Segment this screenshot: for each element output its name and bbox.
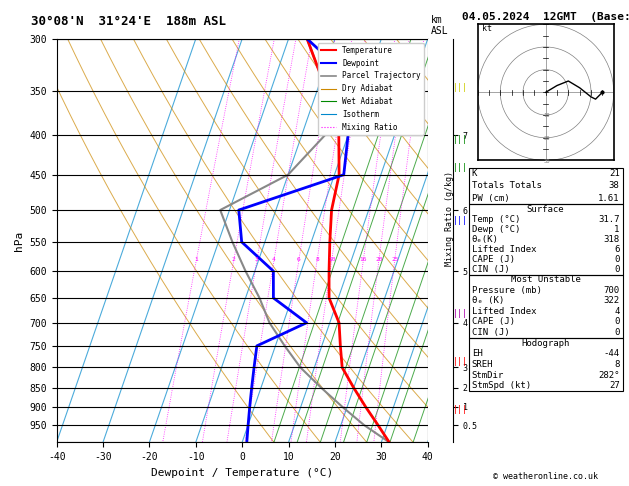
Text: SREH: SREH — [472, 360, 493, 369]
Text: 3: 3 — [255, 257, 259, 262]
Text: Most Unstable: Most Unstable — [511, 276, 581, 284]
Text: Hodograph: Hodograph — [521, 339, 570, 347]
Text: 0: 0 — [614, 317, 620, 327]
Text: 282°: 282° — [598, 371, 620, 380]
Text: © weatheronline.co.uk: © weatheronline.co.uk — [493, 472, 598, 481]
Text: 04.05.2024  12GMT  (Base: 00): 04.05.2024 12GMT (Base: 00) — [462, 12, 629, 22]
Text: 38: 38 — [609, 181, 620, 191]
Text: 2: 2 — [232, 257, 236, 262]
Text: 20: 20 — [376, 257, 382, 262]
Text: 8: 8 — [315, 257, 319, 262]
Text: 6: 6 — [614, 245, 620, 254]
Text: Lifted Index: Lifted Index — [472, 307, 537, 316]
Text: 6: 6 — [297, 257, 301, 262]
Text: Dewp (°C): Dewp (°C) — [472, 225, 520, 234]
Text: 1: 1 — [614, 225, 620, 234]
Text: K: K — [472, 169, 477, 178]
Text: Surface: Surface — [527, 205, 564, 214]
Text: -44: -44 — [603, 349, 620, 358]
Text: 4: 4 — [614, 307, 620, 316]
Text: 25: 25 — [391, 257, 399, 262]
Text: 10: 10 — [543, 113, 550, 118]
Text: Pressure (mb): Pressure (mb) — [472, 286, 542, 295]
Text: |||: ||| — [453, 357, 468, 366]
Text: 318: 318 — [603, 235, 620, 244]
Text: 8: 8 — [614, 360, 620, 369]
Text: Temp (°C): Temp (°C) — [472, 215, 520, 224]
Text: 1: 1 — [194, 257, 198, 262]
Text: θₑ (K): θₑ (K) — [472, 296, 504, 305]
Text: km
ASL: km ASL — [431, 15, 448, 36]
Text: 30°08'N  31°24'E  188m ASL: 30°08'N 31°24'E 188m ASL — [31, 15, 226, 28]
Text: CIN (J): CIN (J) — [472, 328, 509, 337]
Text: kt: kt — [482, 24, 492, 33]
Legend: Temperature, Dewpoint, Parcel Trajectory, Dry Adiabat, Wet Adiabat, Isotherm, Mi: Temperature, Dewpoint, Parcel Trajectory… — [318, 43, 424, 135]
Text: 700: 700 — [603, 286, 620, 295]
Text: 1.61: 1.61 — [598, 193, 620, 203]
Text: 0: 0 — [614, 328, 620, 337]
Text: 20: 20 — [543, 136, 550, 141]
Text: PW (cm): PW (cm) — [472, 193, 509, 203]
Text: 0: 0 — [614, 255, 620, 264]
Text: 10: 10 — [328, 257, 335, 262]
Y-axis label: hPa: hPa — [14, 230, 24, 251]
Text: CAPE (J): CAPE (J) — [472, 255, 515, 264]
Text: |||: ||| — [453, 309, 468, 318]
Text: 0: 0 — [614, 265, 620, 274]
Text: 322: 322 — [603, 296, 620, 305]
Text: Mixing Ratio (g/kg): Mixing Ratio (g/kg) — [445, 171, 454, 266]
Text: StmDir: StmDir — [472, 371, 504, 380]
Text: |||: ||| — [453, 135, 468, 144]
Text: Lifted Index: Lifted Index — [472, 245, 537, 254]
Text: 21: 21 — [609, 169, 620, 178]
X-axis label: Dewpoint / Temperature (°C): Dewpoint / Temperature (°C) — [151, 468, 333, 478]
Text: CIN (J): CIN (J) — [472, 265, 509, 274]
Text: 27: 27 — [609, 382, 620, 390]
Text: |||: ||| — [453, 216, 468, 225]
Text: StmSpd (kt): StmSpd (kt) — [472, 382, 531, 390]
Text: EH: EH — [472, 349, 482, 358]
Text: |||: ||| — [453, 163, 468, 173]
Text: |||: ||| — [453, 405, 468, 415]
Text: θₑ(K): θₑ(K) — [472, 235, 499, 244]
Text: CAPE (J): CAPE (J) — [472, 317, 515, 327]
Text: Totals Totals: Totals Totals — [472, 181, 542, 191]
Text: 4: 4 — [272, 257, 276, 262]
Text: 30: 30 — [543, 158, 550, 164]
Text: 16: 16 — [360, 257, 367, 262]
Text: |||: ||| — [453, 83, 468, 92]
Text: 31.7: 31.7 — [598, 215, 620, 224]
